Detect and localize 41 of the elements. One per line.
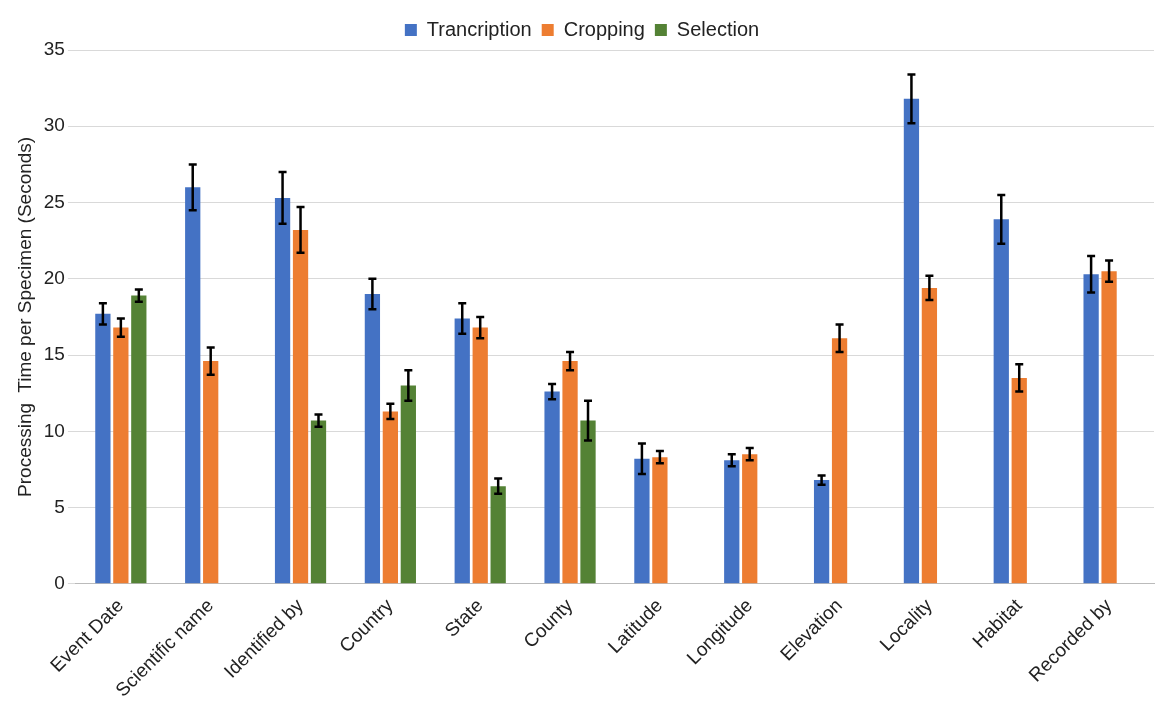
y-tick-label: 10 [43, 419, 65, 441]
y-tick-label: 20 [43, 267, 65, 288]
legend-label: Trancription [426, 17, 532, 40]
y-tick-label: 5 [54, 495, 65, 517]
bar [113, 327, 129, 584]
bar [742, 454, 758, 584]
legend-label: Cropping [563, 17, 645, 40]
bar [364, 294, 381, 584]
bar [400, 385, 416, 584]
bar [652, 457, 668, 584]
bar [1101, 271, 1117, 584]
bar [813, 480, 830, 584]
bar [490, 486, 506, 584]
bar [634, 458, 650, 584]
bar [831, 338, 848, 584]
bar [724, 460, 740, 584]
bar [310, 420, 327, 584]
y-tick-label: 25 [43, 190, 65, 212]
legend-label: Selection [676, 17, 760, 40]
bar [580, 420, 596, 584]
y-tick-label: 30 [43, 114, 65, 136]
bar [454, 318, 470, 584]
bar [203, 361, 219, 584]
y-tick-label: 35 [43, 38, 65, 60]
y-tick-label: 15 [43, 343, 65, 365]
bar [472, 327, 488, 584]
bar [903, 98, 920, 584]
y-axis-title: Processing Time per Specimen (Seconds) [13, 136, 35, 497]
bar [921, 287, 938, 584]
bar [1083, 274, 1099, 584]
bar [274, 197, 291, 584]
bar [185, 187, 201, 584]
bar [562, 361, 578, 584]
bar [95, 313, 111, 584]
bar [131, 295, 147, 584]
bar [993, 219, 1009, 584]
y-tick-label: 0 [54, 572, 65, 594]
bar [382, 411, 399, 584]
bar [1011, 377, 1027, 584]
bar [292, 229, 309, 584]
bar [544, 391, 560, 584]
